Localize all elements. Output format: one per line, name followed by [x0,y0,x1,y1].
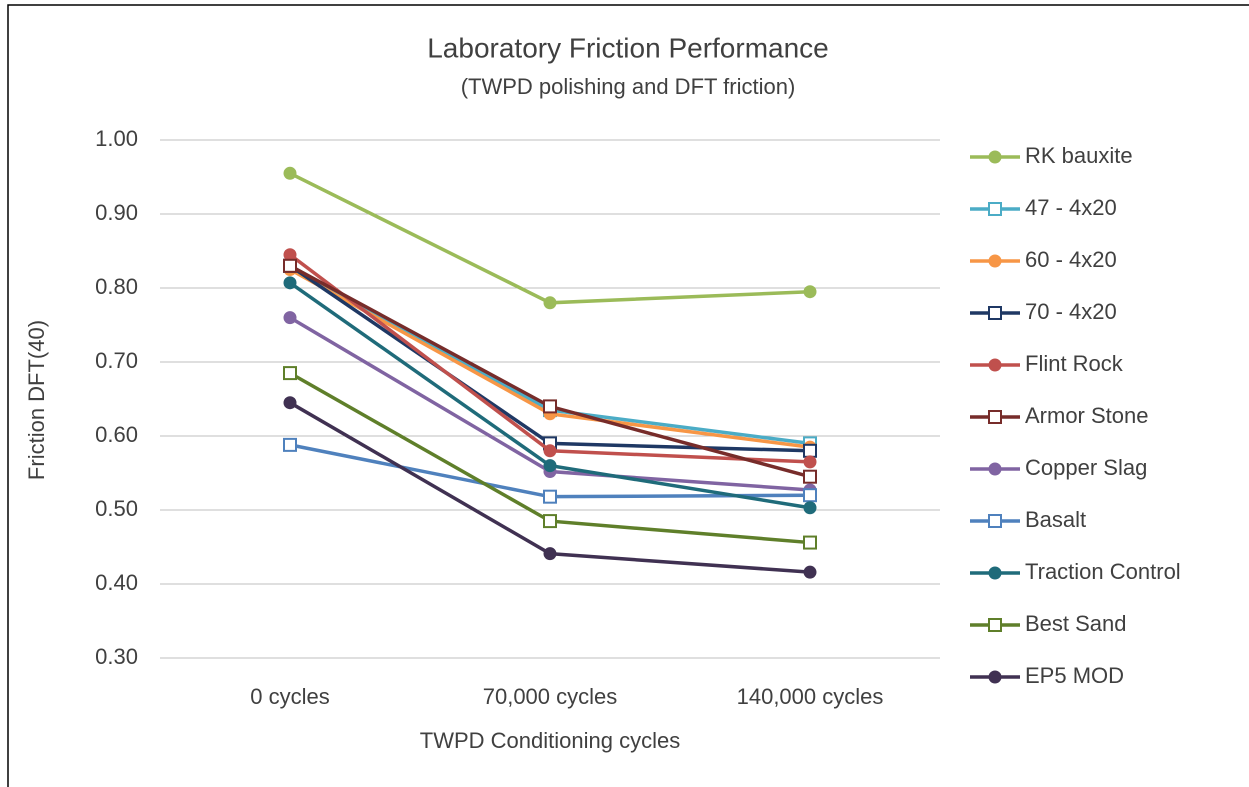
legend-label: 47 - 4x20 [1025,195,1117,220]
data-point [803,469,817,484]
data-point [803,565,817,579]
y-tick-label: 0.40 [95,570,138,595]
y-tick-label: 0.30 [95,644,138,669]
data-point [803,443,817,458]
chart-title: Laboratory Friction Performance [427,32,829,63]
chart-subtitle: (TWPD polishing and DFT friction) [461,74,796,99]
data-point [283,166,297,180]
data-point [803,535,817,550]
x-tick-label: 140,000 cycles [737,684,884,709]
data-point [283,311,297,325]
legend-label: Flint Rock [1025,351,1124,376]
y-tick-label: 0.90 [95,200,138,225]
data-point [543,444,557,458]
legend-label: Best Sand [1025,611,1127,636]
data-point [543,459,557,473]
legend-marker [988,514,1002,528]
x-tick-label: 0 cycles [250,684,329,709]
data-point [283,396,297,410]
data-point [283,276,297,290]
legend-label: EP5 MOD [1025,663,1124,688]
data-point [803,285,817,299]
y-tick-label: 1.00 [95,126,138,151]
legend-marker [988,306,1002,320]
legend-marker [988,566,1002,580]
legend-label: 70 - 4x20 [1025,299,1117,324]
y-axis-label: Friction DFT(40) [24,320,49,480]
data-point [803,501,817,515]
legend-marker [988,202,1002,216]
y-tick-label: 0.70 [95,348,138,373]
legend-label: Armor Stone [1025,403,1149,428]
series-line [288,253,811,464]
legend-label: Traction Control [1025,559,1181,584]
data-point [283,366,297,381]
legend-marker [988,670,1002,684]
data-point [543,547,557,561]
data-point [803,455,817,469]
y-tick-label: 0.60 [95,422,138,447]
y-tick-label: 0.50 [95,496,138,521]
data-point [543,489,557,504]
legend-marker [988,462,1002,476]
data-point [543,514,557,529]
legend-marker [988,150,1002,164]
legend-marker [988,254,1002,268]
data-point [283,258,297,273]
data-point [803,488,817,503]
x-tick-label: 70,000 cycles [483,684,618,709]
chart-border [7,4,1249,787]
legend-marker [988,618,1002,632]
legend-label: 60 - 4x20 [1025,247,1117,272]
data-point [543,399,557,414]
data-point [283,248,297,262]
series-line [289,401,811,574]
legend-marker [988,358,1002,372]
y-tick-label: 0.80 [95,274,138,299]
legend-label: Copper Slag [1025,455,1147,480]
data-point [283,437,297,452]
x-axis-label: TWPD Conditioning cycles [420,728,680,753]
series-line [289,171,811,305]
legend-label: RK bauxite [1025,143,1133,168]
data-point [543,296,557,310]
legend-marker [988,410,1002,424]
legend-label: Basalt [1025,507,1086,532]
